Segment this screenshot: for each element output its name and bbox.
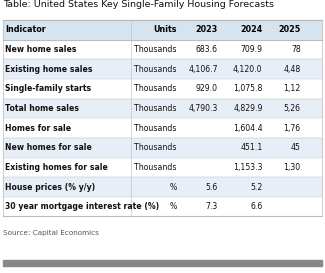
Text: 2023: 2023 (196, 25, 218, 34)
Text: 2024: 2024 (240, 25, 263, 34)
Text: 1,075.8: 1,075.8 (233, 84, 263, 93)
Text: %: % (169, 202, 176, 211)
Text: 4,829.9: 4,829.9 (233, 104, 263, 113)
Text: 4,120.0: 4,120.0 (233, 65, 263, 73)
Text: Total home sales: Total home sales (5, 104, 79, 113)
Text: Thousands: Thousands (134, 45, 176, 54)
Text: Homes for sale: Homes for sale (5, 124, 71, 132)
Text: 45: 45 (291, 143, 301, 152)
Text: 1,12: 1,12 (283, 84, 301, 93)
Text: 1,76: 1,76 (284, 124, 301, 132)
Text: Thousands: Thousands (134, 65, 176, 73)
Text: 1,30: 1,30 (284, 163, 301, 172)
Text: Thousands: Thousands (134, 84, 176, 93)
Text: 1,153.3: 1,153.3 (233, 163, 263, 172)
Text: 6.6: 6.6 (250, 202, 263, 211)
Text: New home sales: New home sales (5, 45, 77, 54)
Text: Thousands: Thousands (134, 104, 176, 113)
Text: Thousands: Thousands (134, 163, 176, 172)
Text: Existing homes for sale: Existing homes for sale (5, 163, 108, 172)
Text: 4,790.3: 4,790.3 (188, 104, 218, 113)
Text: 683.6: 683.6 (196, 45, 218, 54)
Text: 929.0: 929.0 (196, 84, 218, 93)
Text: Indicator: Indicator (5, 25, 46, 34)
Text: New homes for sale: New homes for sale (5, 143, 92, 152)
Text: 4,106.7: 4,106.7 (188, 65, 218, 73)
Text: 5.2: 5.2 (250, 183, 263, 191)
Text: %: % (169, 183, 176, 191)
Text: 30 year mortgage interest rate (%): 30 year mortgage interest rate (%) (5, 202, 159, 211)
Text: 709.9: 709.9 (240, 45, 263, 54)
Text: Thousands: Thousands (134, 124, 176, 132)
Text: 5,26: 5,26 (284, 104, 301, 113)
Text: Single-family starts: Single-family starts (5, 84, 91, 93)
Text: 2025: 2025 (279, 25, 301, 34)
Text: 4,48: 4,48 (283, 65, 301, 73)
Text: Existing home sales: Existing home sales (5, 65, 93, 73)
Text: 451.1: 451.1 (240, 143, 263, 152)
Text: Source: Capital Economics: Source: Capital Economics (3, 230, 99, 236)
Text: 7.3: 7.3 (206, 202, 218, 211)
Text: Units: Units (153, 25, 176, 34)
Text: Table: United States Key Single-Family Housing Forecasts: Table: United States Key Single-Family H… (3, 0, 274, 9)
Text: House prices (% y/y): House prices (% y/y) (5, 183, 95, 191)
Text: 5.6: 5.6 (206, 183, 218, 191)
Text: 1,604.4: 1,604.4 (233, 124, 263, 132)
Text: Thousands: Thousands (134, 143, 176, 152)
Text: 78: 78 (291, 45, 301, 54)
